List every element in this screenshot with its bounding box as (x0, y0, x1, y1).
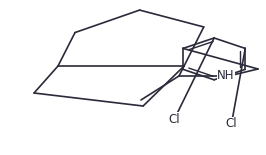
Text: Cl: Cl (226, 117, 237, 131)
Text: NH: NH (217, 69, 235, 82)
Text: Cl: Cl (168, 113, 180, 126)
